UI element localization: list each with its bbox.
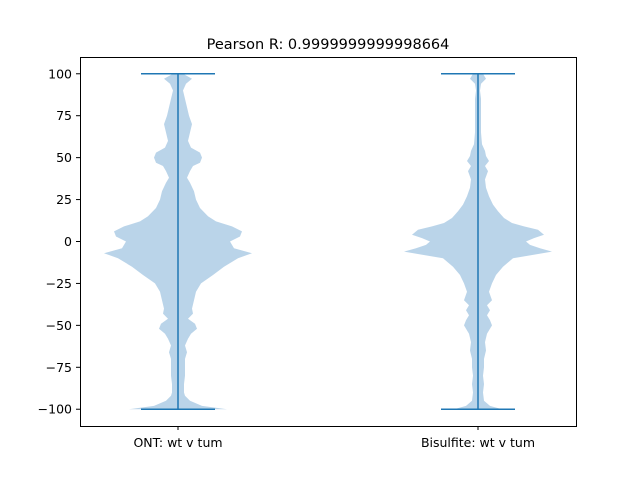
x-tick-label: Bisulfite: wt v tum [421,435,535,450]
x-axis: ONT: wt v tum Bisulfite: wt v tum [133,426,535,450]
x-tick-label: ONT: wt v tum [133,435,222,450]
y-tick-label: 75 [56,108,72,123]
y-tick-label: 100 [48,66,72,81]
violins-layer [104,73,552,410]
y-tick-label: −50 [46,318,72,333]
y-tick-label: −75 [46,360,72,375]
y-tick-label: −25 [46,276,72,291]
y-tick-label: 50 [56,150,72,165]
y-tick-label: 0 [64,234,72,249]
y-tick-label: 25 [56,192,72,207]
axes-frame [80,57,577,427]
whiskers-layer [141,73,515,410]
chart-title: Pearson R: 0.9999999999998664 [207,37,450,53]
y-tick-label: −100 [38,402,72,417]
y-axis: −100 −75 −50 −25 0 25 50 75 100 [38,66,80,417]
